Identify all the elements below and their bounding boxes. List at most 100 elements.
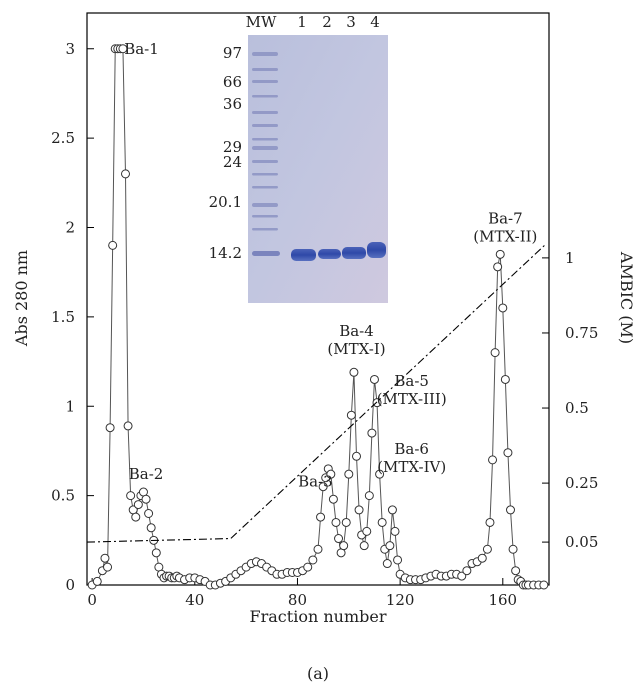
peak-label: Ba-1 [124, 40, 159, 58]
data-point [387, 505, 397, 515]
x-tick-label: 40 [185, 591, 204, 609]
data-point [352, 451, 361, 461]
peak-label: Ba-5 (MTX-III) [377, 372, 447, 408]
mw-ladder-bands [252, 52, 280, 256]
data-point [331, 517, 341, 527]
inset-gel: MW 1 2 3 4 97 66 36 29 24 20.1 14.2 [209, 13, 388, 303]
x-tick-label: 0 [87, 591, 97, 609]
data-point [151, 548, 161, 558]
data-point [313, 544, 323, 554]
data-point [369, 374, 379, 384]
data-point [539, 580, 549, 590]
y-axis-left: 0 0.5 1 1.5 2 2.5 3 [51, 40, 94, 594]
lane-label-mw: MW [246, 13, 277, 31]
data-point [108, 240, 118, 250]
y-left-tick-label: 0 [65, 576, 75, 594]
mw-label-24: 24 [223, 153, 242, 171]
plot-area-frame [86, 12, 550, 586]
lane-label-1: 1 [297, 13, 307, 31]
data-point [390, 526, 400, 536]
data-point [103, 562, 113, 572]
y-left-tick-label: 1 [65, 397, 75, 415]
peak-label: Ba-6 (MTX-IV) [377, 440, 446, 476]
gel-image [248, 35, 388, 303]
x-tick-label: 80 [288, 591, 307, 609]
data-point [372, 398, 382, 408]
data-point [393, 555, 403, 565]
y-axis-right: 0.05 0.25 0.5 0.75 1 [542, 249, 598, 551]
data-point [126, 491, 136, 501]
y-left-tick-label: 1.5 [51, 308, 75, 326]
data-point [118, 44, 128, 54]
peak-label: Ba-3 [298, 472, 333, 490]
series-layer [86, 44, 549, 590]
data-point [503, 448, 513, 458]
data-point [344, 469, 354, 479]
lane-label-4: 4 [370, 13, 380, 31]
data-point [100, 553, 110, 563]
data-point [382, 559, 392, 569]
mw-label-97: 97 [223, 44, 242, 62]
y-left-tick-label: 0.5 [51, 487, 75, 505]
data-point [354, 505, 364, 515]
data-point [359, 541, 369, 551]
data-point [477, 553, 487, 563]
y-right-tick-label: 0.5 [565, 399, 589, 417]
data-point [367, 428, 377, 438]
peak-label: Ba-4 (MTX-I) [327, 322, 385, 358]
data-point [92, 576, 102, 586]
data-point [362, 526, 372, 536]
x-axis-title: Fraction number [250, 607, 387, 626]
data-point [482, 544, 492, 554]
x-tick-label: 120 [386, 591, 415, 609]
y-axis-right-title: AMBIC (M) [617, 251, 636, 344]
data-point [328, 494, 338, 504]
data-point [316, 512, 326, 522]
data-point [146, 523, 156, 533]
data-point [495, 249, 505, 259]
data-point [364, 491, 374, 501]
data-point [346, 410, 356, 420]
data-point [485, 517, 495, 527]
mw-label-66: 66 [223, 73, 242, 91]
peak-label: Ba-2 [129, 465, 164, 483]
lane-label-3: 3 [346, 13, 356, 31]
data-point [326, 469, 336, 479]
x-tick-label: 160 [488, 591, 517, 609]
data-point [457, 571, 467, 581]
data-point [498, 303, 508, 313]
mw-label-36: 36 [223, 95, 242, 113]
data-point [121, 169, 130, 179]
data-point [493, 262, 503, 272]
y-right-tick-label: 0.05 [565, 533, 598, 551]
data-point [506, 505, 515, 515]
data-point [133, 500, 143, 510]
data-point [490, 348, 500, 358]
data-point [488, 455, 498, 465]
data-point [511, 566, 521, 576]
data-point [318, 482, 328, 492]
data-point [349, 367, 359, 377]
data-point [385, 541, 395, 551]
figure-caption: (a) [307, 664, 329, 683]
y-axis-left-title: Abs 280 nm [12, 250, 31, 347]
y-right-tick-label: 0.25 [565, 474, 598, 492]
mw-label-20-1: 20.1 [209, 193, 242, 211]
data-point [500, 374, 510, 384]
mw-label-29: 29 [223, 138, 242, 156]
peak-annotations: Ba-1 Ba-2 Ba-3 Ba-4 (MTX-I) Ba-5 (MTX-III) Ba-6… [124, 40, 537, 491]
data-point [303, 562, 313, 572]
data-point [339, 541, 349, 551]
y-right-tick-label: 1 [565, 249, 575, 267]
sample-lane-bands [291, 242, 386, 261]
data-point [123, 421, 133, 431]
data-point [334, 534, 344, 544]
data-point [462, 566, 472, 576]
data-point [377, 517, 387, 527]
mw-label-14-2: 14.2 [209, 244, 242, 262]
y-left-tick-label: 2.5 [51, 129, 75, 147]
data-point [144, 509, 154, 518]
data-point [131, 512, 141, 522]
gel-mw-labels: 97 66 36 29 24 20.1 14.2 [209, 44, 242, 262]
